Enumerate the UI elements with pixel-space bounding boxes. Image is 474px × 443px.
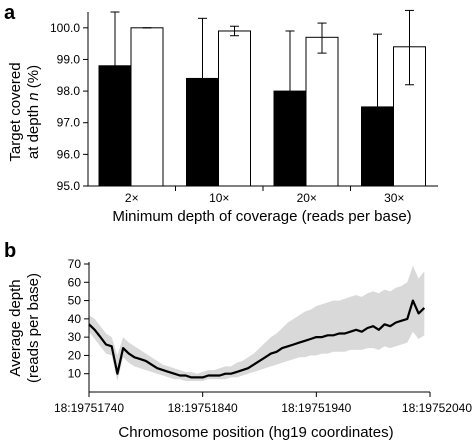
y-tick-label: 96.0 [57,147,81,161]
panel-a-y-title-line1: Target covered [7,62,24,161]
panel-b-line [88,299,426,379]
panel-a-y-title-var: n [25,92,42,100]
x-tick-label: 10× [209,191,229,205]
bar-series1-3 [273,90,307,187]
y-tick-label: 30 [68,330,82,344]
y-tick-label: 60 [68,275,82,289]
panel-a-error-bars [110,9,414,107]
y-tick-label: 98.0 [57,84,81,98]
panel-b-y-ticks: 10 20 30 40 50 60 70 [68,257,89,381]
panel-a-y-title-suffix: (%) [25,65,42,93]
panel-b-x-ticks: 18:19751740 18:19751840 18:19751940 18:1975… [54,392,472,415]
panel-a-x-ticks: 2× 10× 20× 30× [125,186,404,205]
panel-b-band [89,265,425,381]
y-tick-label: 20 [68,348,82,362]
x-tick-label: 18:19751840 [168,401,238,415]
panel-b-y-title-line1: Average depth [7,279,24,376]
bar-series1-2 [186,77,219,187]
y-tick-label: 50 [68,294,82,308]
panel-a-y-title-line2: at depth n (%) [25,65,42,159]
panel-b-x-title: Chromosome position (hg19 coordinates) [118,424,393,441]
y-tick-label: 97.0 [57,116,81,130]
y-tick-label: 100.0 [50,21,80,35]
y-tick-label: 95.0 [57,179,81,193]
panel-a-y-title-prefix: at depth [25,101,42,159]
panel-a-x-title: Minimum depth of coverage (reads per bas… [112,208,411,225]
x-tick-label: 20× [297,191,317,205]
y-tick-label: 10 [68,367,82,381]
x-tick-label: 18:19751940 [281,401,351,415]
panel-a-y-ticks: 95.0 96.0 97.0 98.0 99.0 100.0 [50,21,88,193]
y-tick-label: 40 [68,312,82,326]
bar-series1-4 [361,106,394,187]
y-tick-label: 70 [68,257,82,271]
bar-series2-3 [305,36,339,187]
x-tick-label: 30× [384,191,404,205]
x-tick-label: 18:19752040 [402,401,472,415]
depth-line [88,299,426,379]
panel-b-axes [88,262,430,393]
variability-band [89,265,425,381]
x-tick-label: 2× [125,191,139,205]
bar-series2-1 [130,27,164,187]
bar-series2-2 [218,30,251,187]
panel-b-y-title-line2: (reads per base) [25,273,42,383]
panel-a-bars [98,27,426,187]
panel-b-letter: b [4,240,16,262]
y-tick-label: 99.0 [57,52,81,66]
bar-series1-1 [98,65,132,187]
x-tick-label: 18:19751740 [54,401,124,415]
panel-a-letter: a [4,2,16,24]
